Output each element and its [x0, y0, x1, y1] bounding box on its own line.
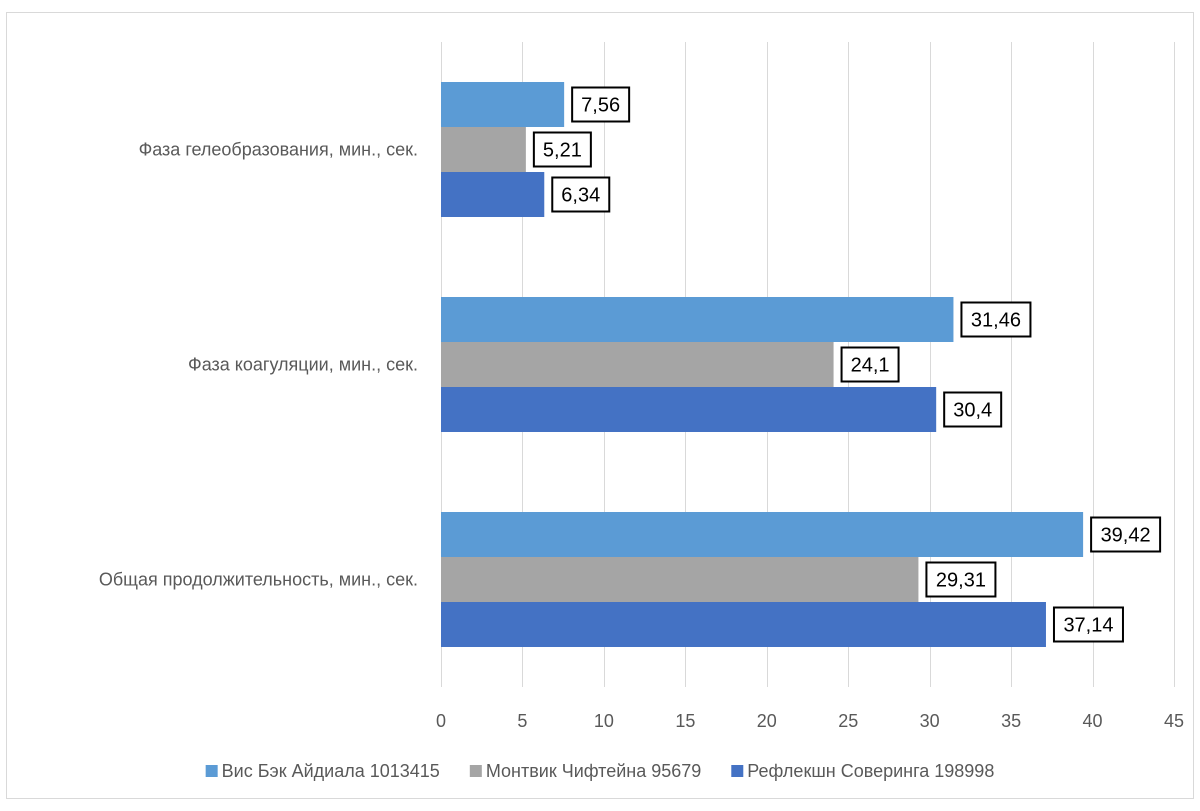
x-tick-labels: 0 5 10 15 20 25 30 35 40 45	[436, 711, 1184, 731]
data-label: 31,46	[960, 301, 1032, 338]
bar	[441, 602, 1046, 647]
bar	[441, 512, 1084, 557]
legend-label: Монтвик Чифтейна 95679	[486, 761, 701, 781]
x-tick-label: 30	[920, 711, 940, 731]
data-label-box	[1090, 516, 1162, 553]
data-label-text: 37,14	[1063, 615, 1113, 637]
data-label-box	[532, 131, 592, 168]
category-label: Общая продолжительность, мин., сек.	[99, 570, 418, 590]
legend-label: Рефлекшн Соверинга 198998	[747, 761, 994, 781]
x-tick-label: 20	[757, 711, 777, 731]
data-label-box	[551, 176, 611, 213]
data-label-text: 6,34	[561, 185, 600, 207]
category-label: Фаза гелеобразования, мин., сек.	[139, 140, 418, 160]
data-label-text: 29,31	[936, 570, 986, 592]
data-label: 39,42	[1090, 516, 1162, 553]
data-label: 37,14	[1052, 606, 1124, 643]
data-label-box	[571, 86, 631, 123]
data-label-text: 31,46	[971, 310, 1021, 332]
data-labels: 7,56 5,21 6,34 31,46 24,1 30,4 39,42 29,31 37,14	[532, 86, 1162, 643]
data-label-box	[1052, 606, 1124, 643]
bar	[441, 127, 526, 172]
data-label-box	[943, 391, 1003, 428]
legend-swatch	[731, 765, 744, 777]
x-tick-label: 25	[838, 711, 858, 731]
data-label-box	[840, 346, 900, 383]
data-label: 6,34	[551, 176, 611, 213]
data-label: 24,1	[840, 346, 900, 383]
data-label-text: 5,21	[543, 140, 582, 162]
bar	[441, 387, 937, 432]
x-tick-label: 0	[436, 711, 446, 731]
legend-item: Рефлекшн Соверинга 198998	[731, 761, 994, 781]
data-label-text: 24,1	[851, 355, 890, 377]
bars	[441, 82, 1084, 647]
category-label: Фаза коагуляции, мин., сек.	[188, 355, 418, 375]
data-label-text: 30,4	[953, 400, 992, 422]
legend: Вис Бэк Айдиала 1013415 Монтвик Чифтейна …	[205, 761, 994, 781]
data-label-box	[960, 301, 1032, 338]
legend-item: Вис Бэк Айдиала 1013415	[205, 761, 440, 781]
data-label: 5,21	[532, 131, 592, 168]
x-tick-label: 40	[1083, 711, 1103, 731]
x-tick-label: 5	[517, 711, 527, 731]
bar	[441, 342, 834, 387]
legend-item: Монтвик Чифтейна 95679	[469, 761, 701, 781]
data-label-text: 39,42	[1101, 525, 1151, 547]
legend-label: Вис Бэк Айдиала 1013415	[222, 761, 440, 781]
bar	[441, 172, 545, 217]
x-tick-label: 35	[1001, 711, 1021, 731]
data-label: 7,56	[571, 86, 631, 123]
data-label-text: 7,56	[581, 95, 620, 117]
bar	[441, 82, 565, 127]
x-tick-label: 10	[594, 711, 614, 731]
legend-swatch	[205, 765, 218, 777]
data-label-box	[925, 561, 997, 598]
category-labels: Фаза гелеобразования, мин., сек. Фаза коа…	[99, 140, 418, 590]
data-label: 29,31	[925, 561, 997, 598]
data-label: 30,4	[943, 391, 1003, 428]
x-tick-label: 15	[675, 711, 695, 731]
x-tick-label: 45	[1164, 711, 1184, 731]
bar	[441, 297, 954, 342]
legend-swatch	[469, 765, 482, 777]
bar	[441, 557, 919, 602]
